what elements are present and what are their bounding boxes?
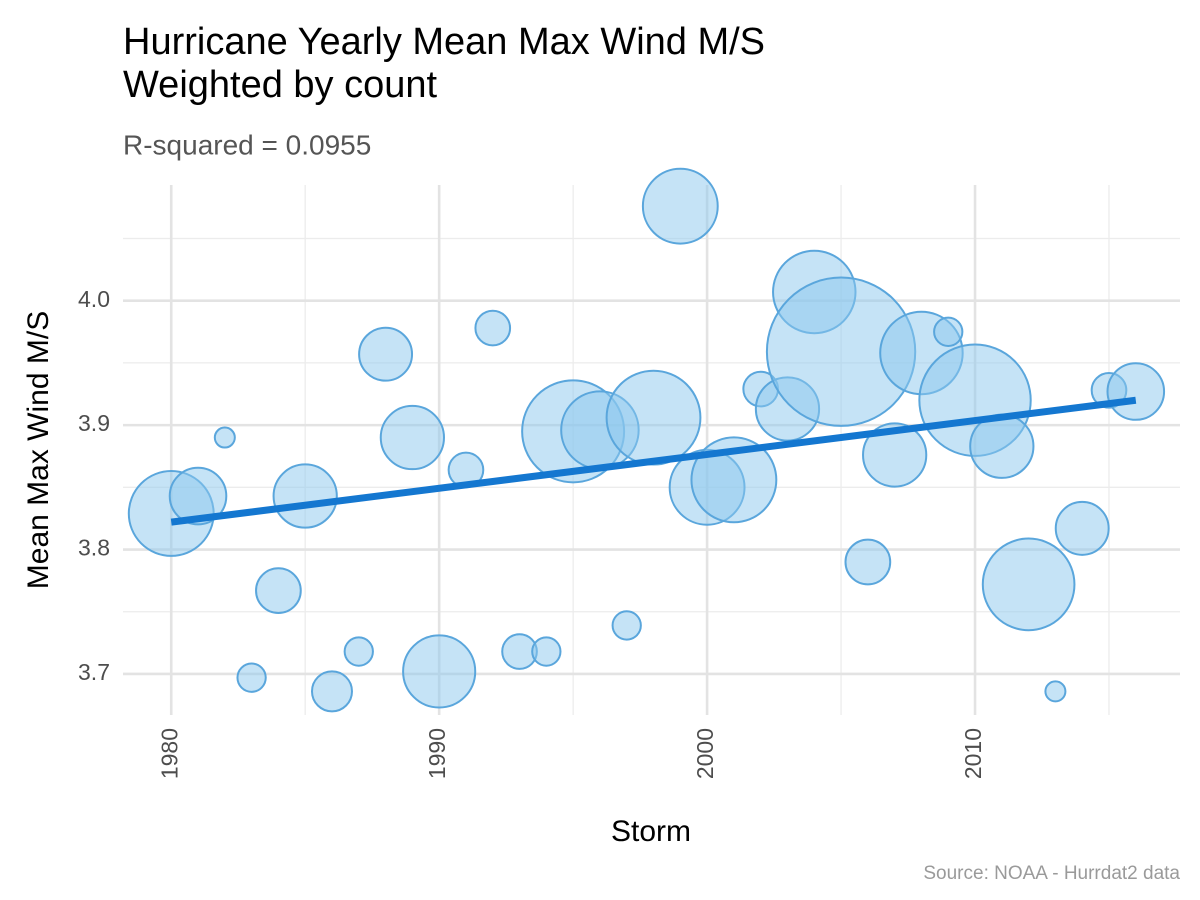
bubble	[844, 538, 892, 586]
chart-subtitle: R-squared = 0.0955	[123, 129, 371, 160]
y-tick-label: 3.8	[78, 535, 110, 561]
bubble	[168, 466, 228, 526]
bubble	[310, 670, 353, 713]
bubble	[379, 404, 445, 471]
bubble	[1106, 362, 1166, 421]
bubble	[933, 316, 964, 347]
bubble	[690, 436, 778, 524]
x-tick-label: 1980	[156, 728, 182, 779]
y-tick-label: 4.0	[78, 286, 110, 312]
bubble	[272, 463, 338, 529]
trend-line	[170, 396, 1137, 526]
y-axis-title: Mean Max Wind M/S	[22, 311, 55, 589]
bubble	[358, 326, 414, 382]
x-axis-title: Storm	[611, 815, 691, 848]
bubble	[531, 636, 562, 667]
bubble	[862, 422, 928, 488]
bubble	[213, 426, 236, 449]
bubble	[343, 636, 374, 667]
x-tick-label: 2010	[960, 728, 986, 779]
bubble	[611, 610, 642, 641]
bubble	[969, 413, 1035, 479]
bubble	[236, 662, 267, 693]
y-tick-label: 3.9	[78, 410, 110, 436]
plot	[127, 167, 1166, 713]
bubble	[1044, 680, 1067, 703]
bubble	[255, 567, 302, 614]
caption: Source: NOAA - Hurrdat2 data	[923, 863, 1180, 884]
y-tick-label: 3.7	[78, 659, 110, 685]
bubble	[474, 309, 512, 347]
x-tick-label: 1990	[424, 728, 450, 779]
bubble	[641, 167, 719, 245]
x-tick-label: 2000	[692, 728, 718, 779]
bubble	[981, 537, 1076, 632]
chart-title: Hurricane Yearly Mean Max Wind M/S	[123, 21, 765, 63]
bubble	[402, 634, 477, 709]
bubble	[605, 369, 702, 466]
chart-title: Weighted by count	[123, 64, 437, 106]
bubble	[1054, 500, 1110, 556]
